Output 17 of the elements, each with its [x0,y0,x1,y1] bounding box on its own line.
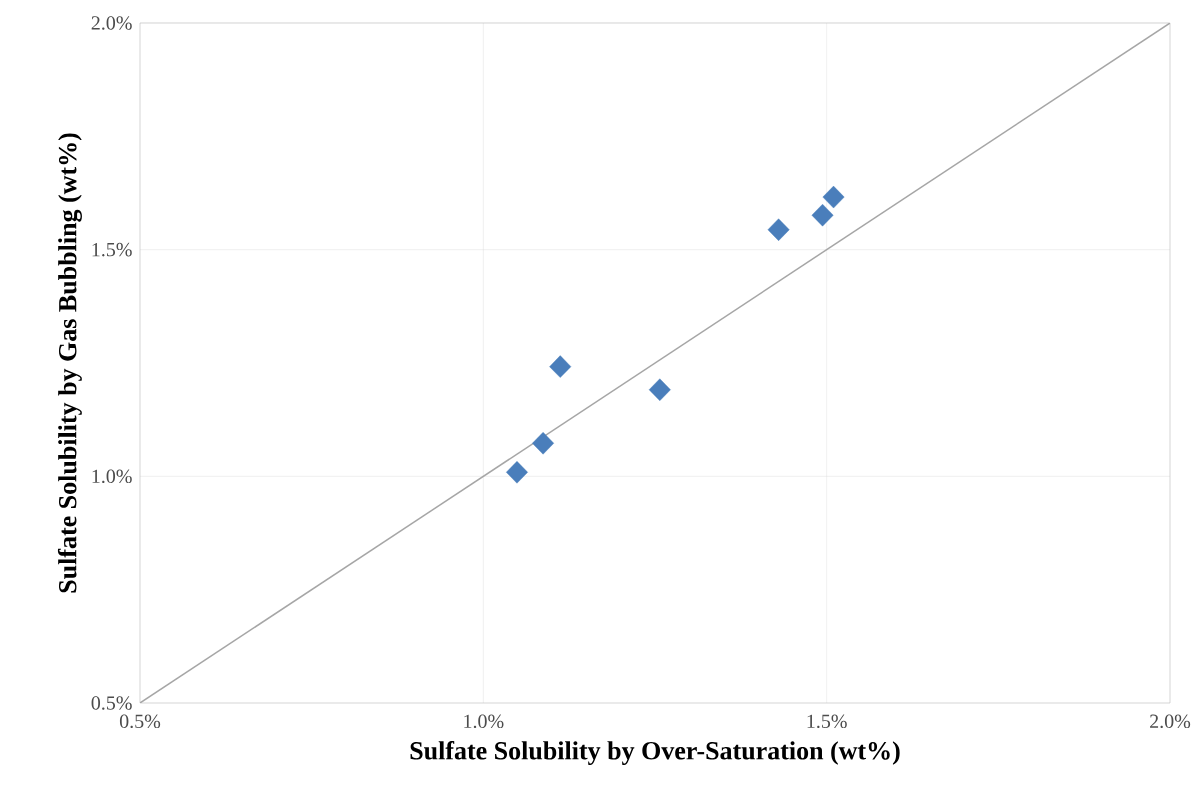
y-axis-title: Sulfate Solubility by Gas Bubbling (wt%) [57,133,82,593]
point [532,432,554,455]
y-tick-label: 1.5% [92,242,132,257]
y-tick-label: 2.0% [91,16,132,30]
point [811,204,834,227]
point [822,185,845,209]
x-axis-title: Sulfate Solubility by Over-Saturation (wt%) [410,740,900,765]
x-tick-label: 0.5% [119,714,161,729]
point [506,461,528,484]
point [767,218,790,241]
point [648,378,671,401]
y-tick-label: 0.5% [91,696,132,710]
point [549,355,572,378]
x-tick-label: 2.0% [1150,714,1191,729]
x-tick-label: 1.0% [464,714,504,729]
y-tick-label: 1.0% [92,469,132,484]
x-tick-label: 1.5% [807,714,847,729]
